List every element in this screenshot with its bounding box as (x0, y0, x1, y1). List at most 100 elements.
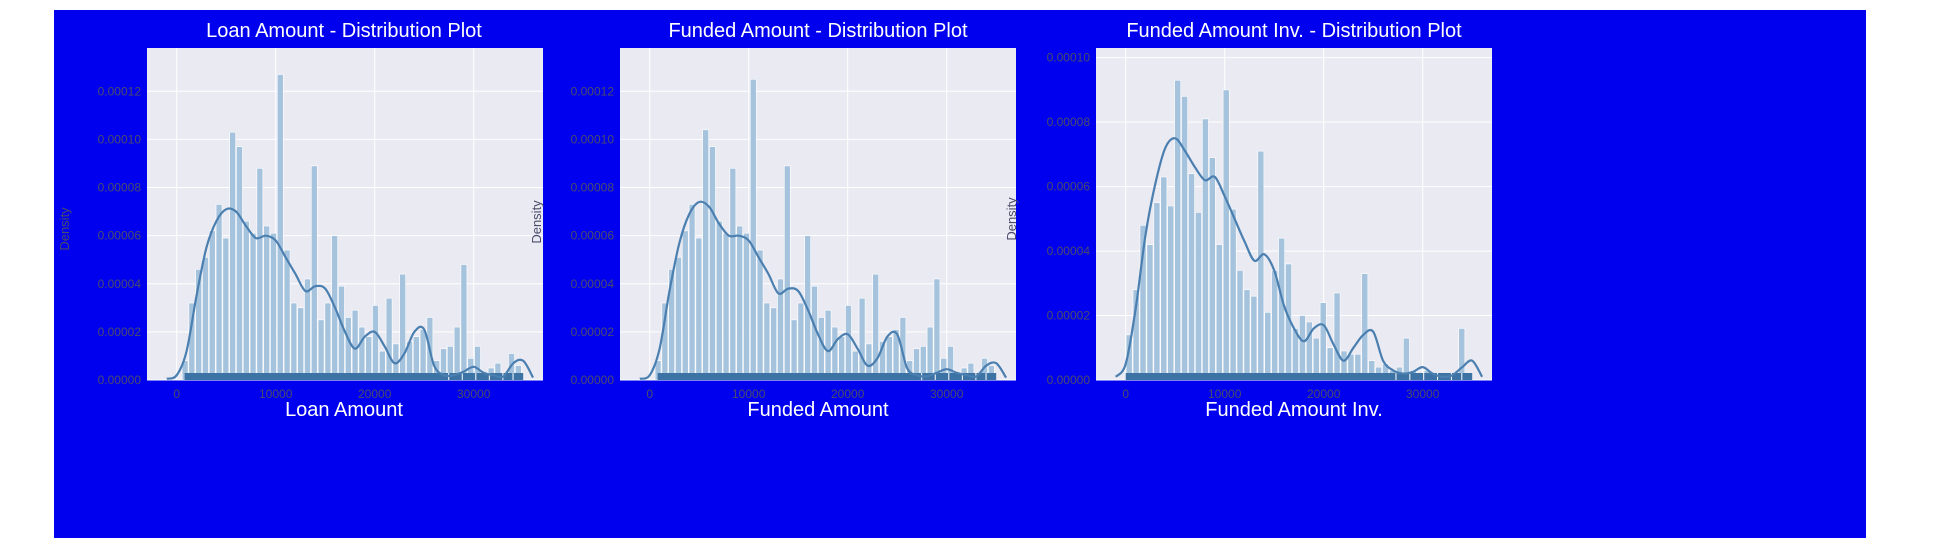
histogram-bar (1361, 273, 1369, 381)
panel-loan-amount: Loan Amount - Distribution Plot Density … (57, 20, 543, 421)
panel-funded-amount-inv: Funded Amount Inv. - Distribution Plot D… (1004, 20, 1492, 421)
histogram-bar (845, 305, 852, 381)
chart-title: Funded Amount - Distribution Plot (668, 20, 967, 42)
histogram-bar (222, 237, 230, 381)
y-tick-label: 0.00012 (98, 84, 142, 98)
y-tick-label: 0.00006 (571, 229, 615, 243)
histogram-bar (1271, 270, 1279, 381)
y-tick-labels: 0.00000 0.00002 0.00004 0.00006 0.00008 0.000… (1047, 51, 1091, 387)
histogram-bar (1458, 328, 1466, 381)
x-axis-label: Loan Amount (285, 399, 403, 421)
x-tick-label: 20000 (1307, 387, 1341, 401)
rug-marks (1125, 373, 1473, 380)
histogram-bar (1243, 289, 1251, 381)
histogram-bar (283, 249, 291, 381)
x-tick-label: 10000 (732, 387, 766, 401)
histogram-bar (208, 230, 216, 381)
histogram-bar (304, 278, 311, 381)
y-tick-label: 0.00008 (571, 181, 615, 195)
y-tick-label: 0.00006 (98, 229, 142, 243)
y-tick-labels: 0.00000 0.00002 0.00004 0.00006 0.00008 0.000… (98, 84, 142, 387)
histogram-bar (926, 326, 934, 381)
histogram-bar (790, 319, 798, 381)
histogram-bar (324, 302, 332, 381)
histogram-bar (1153, 202, 1161, 381)
histogram-bar (770, 307, 777, 381)
histogram-bar (290, 302, 298, 381)
histogram-bar (372, 305, 379, 381)
histogram-bar (722, 232, 730, 381)
y-axis-label: Density (57, 207, 72, 251)
histogram-bar (749, 78, 757, 381)
histogram-bar (824, 309, 832, 381)
histogram-bar (1250, 295, 1258, 381)
chart-title: Funded Amount Inv. - Distribution Plot (1126, 20, 1462, 42)
histogram-bar (242, 220, 250, 381)
x-tick-label: 0 (173, 387, 180, 401)
y-tick-label: 0.00010 (98, 132, 142, 146)
histogram-bars (1125, 79, 1473, 381)
x-tick-label: 0 (1122, 387, 1129, 401)
histogram-bar (263, 225, 270, 381)
histogram-bar (460, 264, 468, 381)
histogram-bar (858, 297, 866, 381)
y-tick-label: 0.00010 (1047, 51, 1091, 65)
figure-svg: Loan Amount - Distribution Plot Density … (57, 20, 1492, 421)
y-tick-label: 0.00002 (98, 325, 142, 339)
x-axis-label: Funded Amount (747, 399, 889, 421)
histogram-bar (715, 220, 723, 381)
histogram-bar (1188, 173, 1195, 381)
histogram-bar (1333, 292, 1341, 381)
histogram-bar (1181, 96, 1188, 381)
chart-title: Loan Amount - Distribution Plot (206, 20, 482, 42)
x-tick-label: 0 (646, 387, 653, 401)
y-tick-label: 0.00004 (98, 277, 142, 291)
histogram-bar (1236, 270, 1244, 381)
y-tick-label: 0.00008 (98, 181, 142, 195)
y-tick-label: 0.00000 (98, 373, 142, 387)
histogram-bar (756, 249, 764, 381)
rug-marks (657, 373, 997, 380)
histogram-bar (743, 232, 750, 381)
y-tick-label: 0.00008 (1047, 115, 1091, 129)
histogram-bar (709, 146, 716, 381)
x-tick-label: 20000 (831, 387, 865, 401)
histogram-bar (1174, 79, 1182, 381)
x-tick-labels: 0 10000 20000 30000 (646, 387, 963, 401)
rug-band (184, 373, 524, 380)
histogram-bar (1299, 315, 1306, 381)
histogram-bar (817, 317, 825, 381)
histogram-bar (736, 225, 743, 381)
histogram-bar (399, 273, 406, 381)
rug-band (657, 373, 997, 380)
histogram-bar (1160, 176, 1168, 381)
x-tick-label: 10000 (1208, 387, 1242, 401)
figure: Loan Amount - Distribution Plot Density … (54, 10, 1866, 538)
histogram-bar (783, 165, 791, 381)
x-tick-label: 20000 (358, 387, 392, 401)
y-tick-labels: 0.00000 0.00002 0.00004 0.00006 0.00008 0.000… (571, 84, 615, 387)
histogram-bar (1208, 157, 1216, 381)
x-tick-label: 30000 (1406, 387, 1440, 401)
y-tick-label: 0.00004 (571, 277, 615, 291)
histogram-bar (317, 319, 325, 381)
histogram-bar (695, 237, 703, 381)
histogram-bar (453, 326, 461, 381)
y-tick-label: 0.00000 (1047, 373, 1091, 387)
histogram-bar (681, 230, 689, 381)
x-tick-labels: 0 10000 20000 30000 (1122, 387, 1439, 401)
kde-line (166, 207, 535, 380)
histogram-bar (236, 146, 243, 381)
y-tick-label: 0.00002 (571, 325, 615, 339)
histogram-bar (202, 257, 209, 381)
histogram-bar (358, 326, 366, 381)
histogram-bar (229, 131, 236, 381)
y-axis-label: Density (1004, 197, 1019, 241)
histogram-bar (344, 317, 352, 381)
histogram-bar (688, 204, 696, 381)
histogram-bar (1278, 237, 1285, 381)
histogram-bar (351, 309, 359, 381)
y-tick-label: 0.00004 (1047, 244, 1091, 258)
histogram-bar (256, 167, 264, 381)
histogram-bar (702, 129, 709, 381)
